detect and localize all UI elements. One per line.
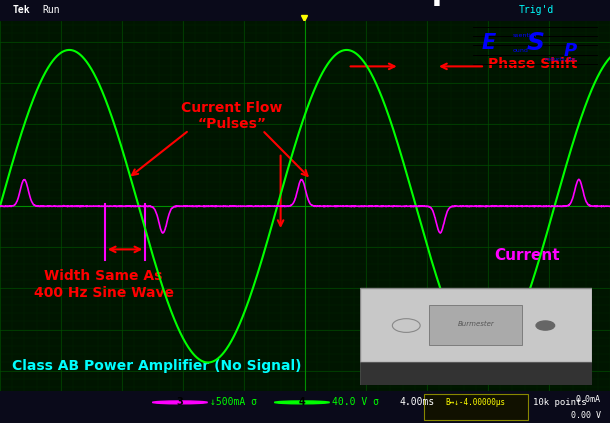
Bar: [424, 394, 528, 420]
Bar: [360, 362, 592, 385]
Text: Width Same As
400 Hz Sine Wave: Width Same As 400 Hz Sine Wave: [34, 269, 174, 299]
Text: ssential: ssential: [513, 33, 537, 38]
Text: 3: 3: [176, 397, 184, 407]
Text: Run: Run: [43, 5, 60, 15]
Text: Voltage: Voltage: [433, 313, 498, 329]
Text: Current: Current: [494, 248, 560, 263]
Text: roducts, Inc.: roducts, Inc.: [545, 57, 578, 62]
Text: Phase Shift: Phase Shift: [488, 58, 578, 71]
Text: Tek: Tek: [12, 5, 30, 15]
Bar: [429, 305, 522, 345]
Text: ↓500mA σ: ↓500mA σ: [210, 397, 257, 407]
Text: B↔↓-4.00000μs: B↔↓-4.00000μs: [446, 398, 506, 407]
Text: 4.00ms: 4.00ms: [400, 397, 435, 407]
Text: 4: 4: [298, 397, 306, 407]
Circle shape: [536, 321, 554, 330]
Text: ound: ound: [513, 48, 529, 53]
Text: P: P: [564, 41, 577, 60]
Text: Trig'd: Trig'd: [518, 5, 554, 15]
Text: 0.0mA: 0.0mA: [576, 395, 601, 404]
Text: 10k points: 10k points: [533, 398, 586, 407]
Text: Class AB Power Amplifier (No Signal): Class AB Power Amplifier (No Signal): [12, 359, 302, 373]
Text: Current To Audio Component: Current To Audio Component: [57, 0, 553, 6]
Text: S: S: [526, 31, 544, 55]
Text: 0.00 V: 0.00 V: [571, 411, 601, 420]
Circle shape: [152, 401, 207, 404]
Circle shape: [274, 401, 329, 404]
Text: E: E: [482, 33, 496, 53]
Bar: [360, 288, 592, 362]
Text: Burmester: Burmester: [458, 321, 494, 327]
Text: Current Flow
“Pulses”: Current Flow “Pulses”: [181, 101, 282, 131]
Text: 40.0 V σ: 40.0 V σ: [332, 397, 379, 407]
